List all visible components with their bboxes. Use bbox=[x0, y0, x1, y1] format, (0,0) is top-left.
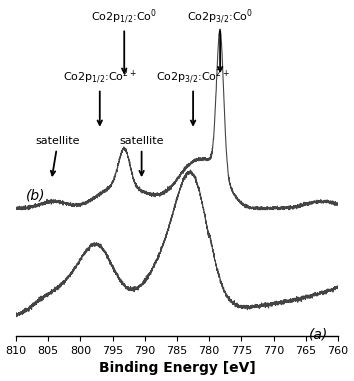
Text: (a): (a) bbox=[309, 327, 328, 341]
Text: satellite: satellite bbox=[36, 136, 80, 175]
Text: (b): (b) bbox=[26, 189, 45, 203]
Text: Co2p$_{3/2}$:Co$^{2+}$: Co2p$_{3/2}$:Co$^{2+}$ bbox=[156, 67, 230, 125]
X-axis label: Binding Energy [eV]: Binding Energy [eV] bbox=[99, 362, 255, 375]
Text: Co2p$_{1/2}$:Co$^{2+}$: Co2p$_{1/2}$:Co$^{2+}$ bbox=[63, 67, 137, 125]
Text: Co2p$_{3/2}$:Co$^{0}$: Co2p$_{3/2}$:Co$^{0}$ bbox=[187, 7, 253, 71]
Text: Co2p$_{1/2}$:Co$^{0}$: Co2p$_{1/2}$:Co$^{0}$ bbox=[91, 7, 157, 73]
Text: satellite: satellite bbox=[119, 136, 164, 175]
